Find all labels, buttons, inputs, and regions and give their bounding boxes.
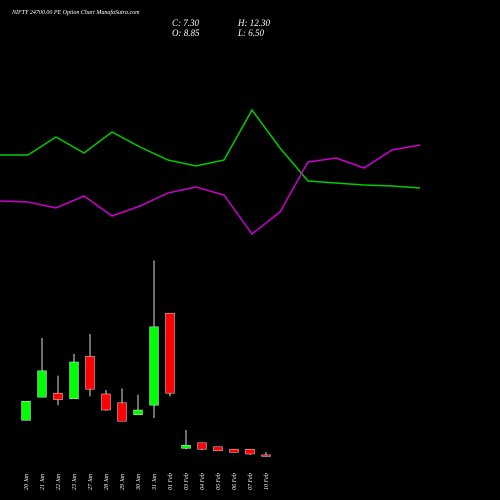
x-tick-label: 30 Jan (136, 474, 142, 491)
x-tick-label: 28 Jan (104, 474, 110, 490)
candle-body (85, 356, 95, 390)
x-tick-label: 05 Feb (216, 473, 222, 490)
candle-body (213, 446, 223, 452)
candle-body (69, 361, 79, 400)
x-tick-label: 23 Jan (72, 474, 78, 490)
high-label: H: 12.30 (237, 18, 270, 28)
x-tick-label: 21 Jan (40, 474, 46, 490)
candle-body (21, 400, 31, 421)
x-tick-label: 04 Feb (199, 473, 206, 490)
candle-body (229, 448, 239, 453)
candle-body (149, 326, 159, 406)
x-tick-label: 01 Feb (168, 473, 174, 490)
candle-body (53, 392, 63, 400)
x-tick-label: 29 Jan (120, 474, 126, 490)
candle-body (261, 454, 271, 457)
x-tick-label: 22 Jan (56, 474, 62, 490)
x-tick-label: 06 Feb (232, 473, 238, 490)
x-tick-label: 27 Jan (88, 474, 94, 490)
indicator-line (0, 108, 421, 189)
candle-body (181, 444, 191, 449)
x-tick-label: 31 Jan (152, 474, 158, 491)
chart-title: NIFTY 24700.00 PE Option Chart MunafaSut… (11, 9, 140, 16)
x-tick-label: 07 Feb (248, 473, 254, 490)
x-tick-label: 20 Jan (24, 474, 30, 490)
candle-body (133, 409, 143, 416)
close-label: C: 7.30 (172, 18, 200, 28)
x-tick-label: 10 Feb (264, 473, 270, 490)
candle-body (165, 312, 175, 394)
indicator-line (0, 144, 421, 236)
open-label: O: 8.85 (172, 28, 200, 38)
candle-body (117, 402, 127, 422)
candle-body (197, 442, 207, 450)
low-label: L: 6.50 (237, 28, 265, 38)
candle-body (101, 393, 111, 411)
candle-body (37, 370, 47, 398)
x-tick-label: 03 Feb (184, 473, 190, 490)
candle-body (245, 448, 255, 455)
